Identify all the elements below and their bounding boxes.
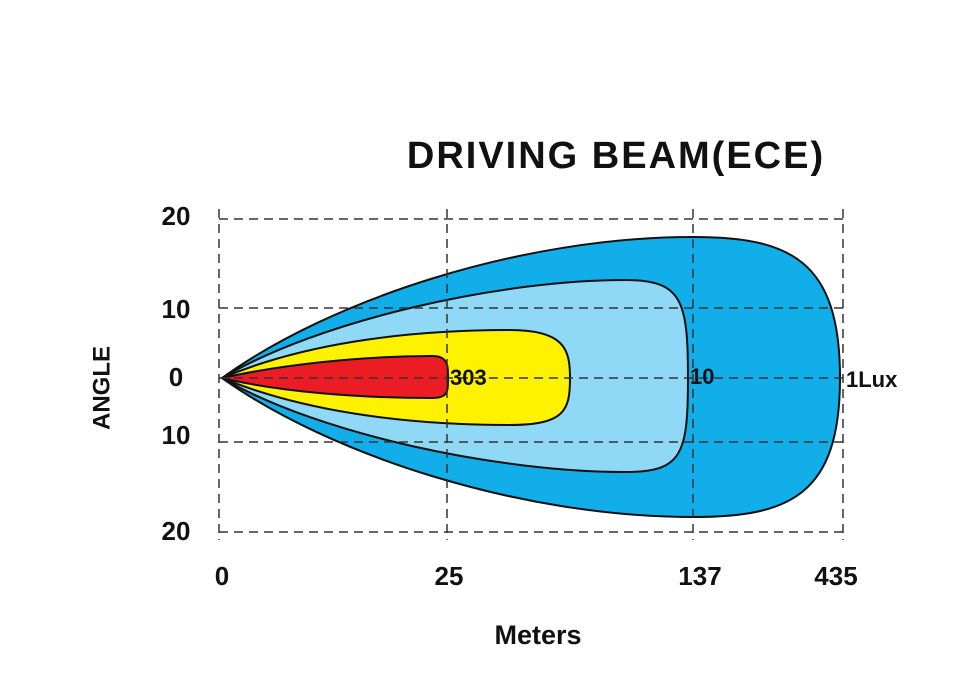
y-tick-label: 20	[162, 516, 191, 546]
x-axis-label: Meters	[494, 620, 581, 650]
y-axis-label: ANGLE	[88, 346, 115, 430]
x-tick-label: 25	[435, 561, 464, 591]
x-tick-label: 435	[814, 561, 857, 591]
contour-label: 1Lux	[846, 367, 898, 392]
contour-label: 303	[450, 365, 487, 390]
y-tick-label: 0	[169, 362, 183, 392]
grid	[218, 209, 844, 540]
title: DRIVING BEAM(ECE)	[407, 135, 825, 177]
x-tick-label: 0	[215, 561, 229, 591]
x-tick-label: 137	[678, 561, 721, 591]
y-tick-label: 10	[162, 294, 191, 324]
y-tick-label: 20	[162, 201, 191, 231]
y-tick-label: 10	[162, 420, 191, 450]
contour-label: 10	[690, 364, 714, 389]
